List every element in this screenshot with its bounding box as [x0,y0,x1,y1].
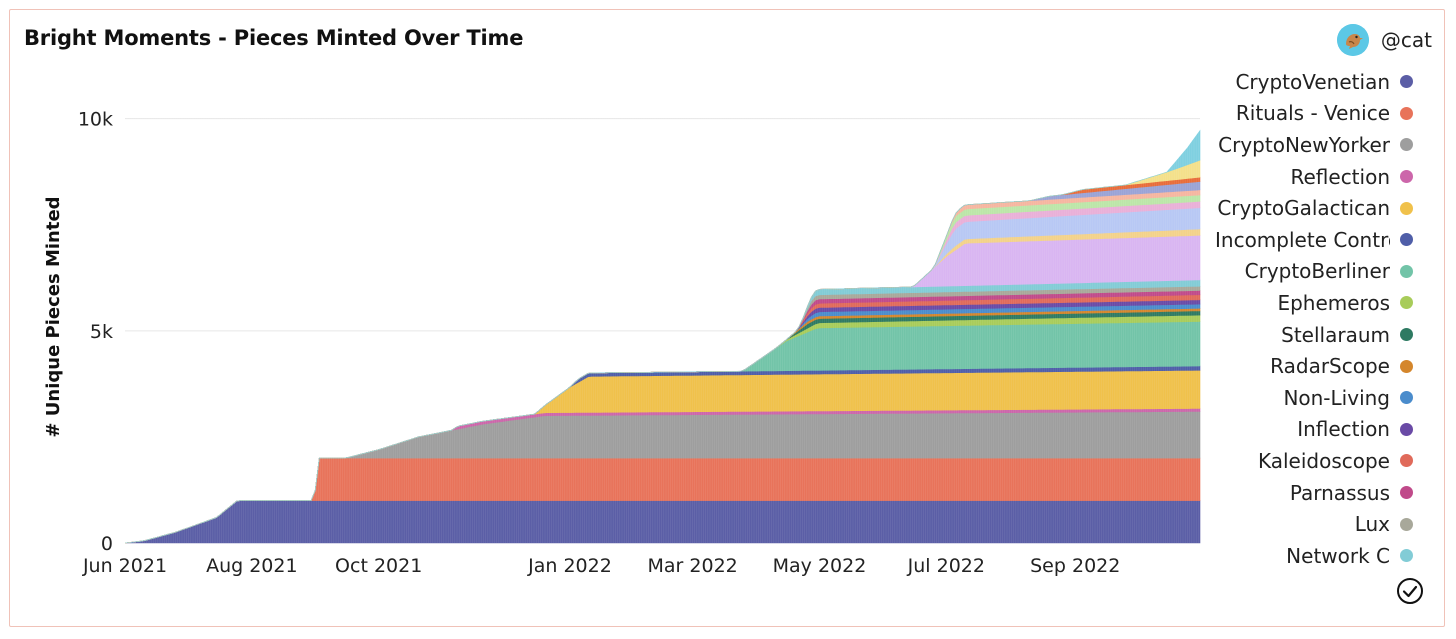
legend-swatch [1400,454,1413,468]
x-tick-label-4: Mar 2022 [648,555,738,577]
legend-label: Reflection [1290,164,1390,189]
x-tick-label-1: Aug 2021 [206,555,298,577]
legend-swatch [1400,359,1413,373]
legend-item[interactable]: CryptoVenetian [1205,66,1425,98]
legend-label: CryptoNewYorker [1218,132,1390,157]
legend-item[interactable]: Incomplete Contro [1205,224,1425,256]
legend-swatch [1400,75,1413,89]
legend-item[interactable]: CryptoBerliner [1205,256,1425,288]
legend-item[interactable]: Parnassus [1205,477,1425,509]
legend-item[interactable]: RadarScope [1205,350,1425,382]
legend-item[interactable]: Lux [1205,508,1425,540]
legend-label: Lux [1354,512,1390,537]
legend-swatch [1400,106,1413,120]
legend-item[interactable]: Non-Living [1205,382,1425,414]
legend-swatch [1400,328,1413,342]
legend-label: Incomplete Contro [1215,227,1390,252]
legend-item[interactable]: Reflection [1205,161,1425,193]
y-tick-label-0: 0 [101,533,113,555]
legend-swatch [1400,296,1413,310]
legend-label: Rituals - Venice [1235,101,1390,126]
legend-swatch [1400,138,1413,152]
x-tick-label-5: May 2022 [773,555,867,577]
legend-swatch [1400,422,1413,436]
legend-swatch [1400,391,1413,405]
author-badge[interactable]: @cat [1336,24,1432,56]
y-tick-label-2: 10k [78,109,113,131]
legend-item[interactable]: Network C [1205,540,1425,572]
legend-item[interactable]: CryptoNewYorker [1205,129,1425,161]
legend-swatch [1400,170,1413,184]
y-tick-label-1: 5k [90,321,113,343]
legend-item[interactable]: Rituals - Venice [1205,98,1425,130]
chart-legend[interactable]: CryptoVenetian Rituals - Venice CryptoNewY… [1205,66,1425,588]
legend-item[interactable]: Ephemeros [1205,287,1425,319]
x-tick-label-6: Jul 2022 [907,555,985,577]
bar-texture [126,55,1199,543]
legend-label: Ephemeros [1277,290,1390,315]
legend-label: CryptoGalactican [1217,196,1390,221]
legend-label: Parnassus [1289,480,1390,505]
legend-label: CryptoVenetian [1235,69,1390,94]
legend-label: Non-Living [1283,385,1390,410]
area-series-0[interactable] [124,500,1201,544]
legend-swatch [1400,486,1413,500]
x-tick-label-0: Jun 2021 [82,555,167,577]
legend-item[interactable]: CryptoGalactican [1205,192,1425,224]
legend-item[interactable]: Stellaraum [1205,319,1425,351]
author-name[interactable]: @cat [1380,28,1432,52]
legend-swatch [1400,264,1413,278]
legend-swatch [1400,517,1413,531]
area-layers [124,129,1201,544]
legend-label: CryptoBerliner [1244,259,1390,284]
chart-title: Bright Moments - Pieces Minted Over Time [24,26,524,50]
x-tick-label-3: Jan 2022 [527,555,612,577]
check-circle-icon[interactable] [1395,576,1425,606]
legend-label: Stellaraum [1281,322,1390,347]
legend-swatch [1400,201,1413,215]
legend-label: Kaleidoscope [1257,448,1390,473]
legend-item[interactable]: Kaleidoscope [1205,445,1425,477]
x-tick-label-7: Sep 2022 [1030,555,1120,577]
legend-item[interactable]: Inflection [1205,414,1425,446]
legend-swatch [1400,233,1413,247]
legend-label: Network C [1286,543,1390,568]
legend-swatch [1400,549,1413,563]
x-tick-label-2: Oct 2021 [335,555,422,577]
y-axis-label: # Unique Pieces Minted [43,196,64,437]
bird-avatar-icon[interactable] [1336,24,1369,56]
area-series-25[interactable] [124,129,1201,544]
legend-label: Inflection [1297,417,1390,442]
legend-label: RadarScope [1270,354,1390,379]
